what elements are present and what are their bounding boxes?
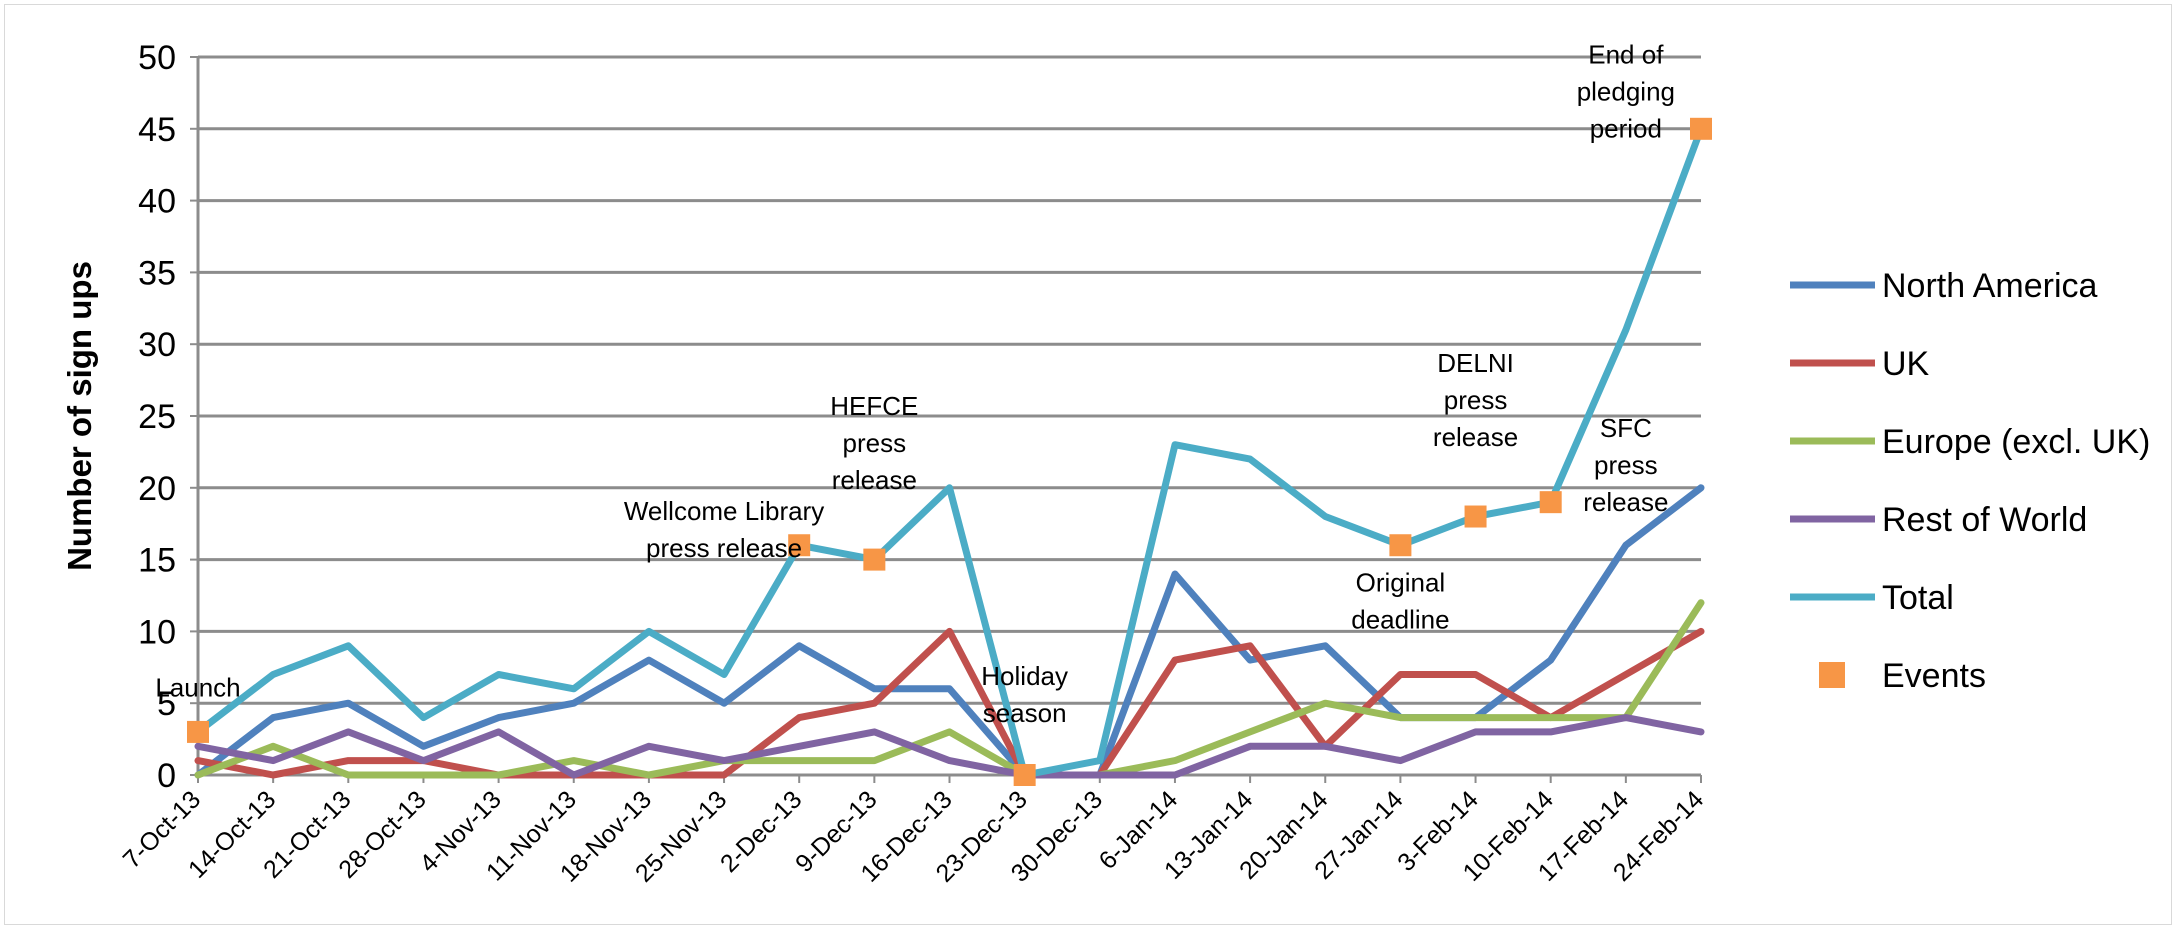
event-marker — [187, 720, 209, 743]
event-marker — [1539, 491, 1562, 514]
series-line-europe-excl-uk — [194, 599, 1705, 779]
event-marker — [1464, 505, 1487, 528]
annotation-label: HEFCE press release — [830, 391, 918, 495]
y-tick-label: 20 — [138, 470, 176, 508]
line-chart: 0 5 10 15 20 25 30 35 40 45 50 7-Oct-1314-Oct-1321… — [61, 39, 2150, 888]
legend-label: Total — [1882, 579, 1954, 617]
annotations: Launch Wellcome Library press releaseHEFCE… — [155, 39, 1675, 728]
series-line-total — [194, 125, 1705, 779]
legend-label: North America — [1882, 267, 2097, 305]
annotation-label: Wellcome Library press release — [624, 496, 824, 563]
event-markers — [187, 117, 1712, 786]
y-tick-label: 35 — [138, 254, 176, 292]
legend: North America UK Europe (excl. UK) Rest of … — [1790, 267, 2150, 695]
y-tick-label: 0 — [157, 757, 176, 795]
series-lines — [194, 125, 1705, 779]
y-tick-label: 15 — [138, 542, 176, 580]
event-marker — [863, 548, 886, 571]
legend-label: Europe (excl. UK) — [1882, 423, 2150, 461]
event-marker — [1690, 117, 1712, 140]
annotation-label: End of pledging period — [1577, 39, 1675, 143]
y-tick-label: 25 — [138, 398, 176, 436]
y-axis-ticks: 0 5 10 15 20 25 30 35 40 45 50 — [138, 39, 198, 795]
y-tick-label: 50 — [138, 39, 176, 77]
event-marker — [788, 534, 811, 557]
y-tick-label: 30 — [138, 326, 176, 364]
event-marker — [1013, 764, 1036, 786]
y-tick-label: 10 — [138, 613, 176, 651]
y-axis-title: Number of sign ups — [61, 261, 98, 571]
x-axis-ticks: 7-Oct-1314-Oct-1321-Oct-1328-Oct-134-Nov… — [118, 775, 1709, 888]
y-tick-label: 40 — [138, 183, 176, 221]
annotation-label: Holiday season — [981, 661, 1068, 728]
y-tick-label: 45 — [138, 111, 176, 149]
chart-frame: 0 5 10 15 20 25 30 35 40 45 50 7-Oct-13 14-Oct-13 21… — [4, 4, 2172, 925]
annotation-label: DELNI press release — [1433, 348, 1518, 452]
x-tick-label: 2-Dec-13 — [715, 785, 808, 878]
legend-label: UK — [1882, 345, 1930, 383]
series-line-rest-of-world — [194, 714, 1705, 779]
annotation-label: Original deadline — [1351, 568, 1449, 635]
legend-swatch — [1819, 662, 1845, 688]
gridlines — [198, 55, 1701, 705]
y-tick-label: 5 — [157, 685, 176, 723]
annotation-label: SFC press release — [1583, 413, 1668, 517]
legend-label: Rest of World — [1882, 501, 2087, 539]
annotation-label: Launch — [155, 672, 240, 702]
event-marker — [1389, 534, 1412, 557]
series-line-uk — [194, 627, 1705, 779]
legend-label: Events — [1882, 657, 1986, 695]
